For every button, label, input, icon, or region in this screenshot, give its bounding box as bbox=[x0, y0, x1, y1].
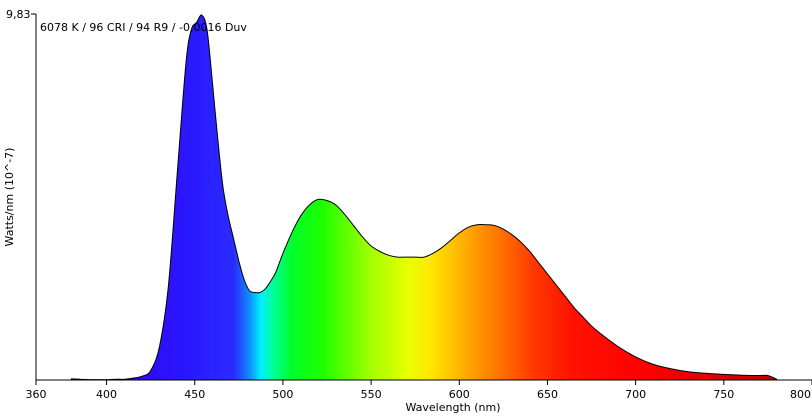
x-tick-label-750: 750 bbox=[713, 388, 734, 401]
x-tick-label-500: 500 bbox=[272, 388, 293, 401]
spectrum-area bbox=[70, 14, 778, 381]
x-tick-label-700: 700 bbox=[625, 388, 646, 401]
chart-annotation: 6078 K / 96 CRI / 94 R9 / -0,0016 Duv bbox=[40, 21, 247, 34]
x-tick-label-450: 450 bbox=[184, 388, 205, 401]
x-tick-label-600: 600 bbox=[449, 388, 470, 401]
x-tick-label-800: 800 bbox=[790, 388, 811, 401]
x-tick-label-650: 650 bbox=[537, 388, 558, 401]
y-axis-title: Watts/nm (10^-7) bbox=[3, 148, 16, 247]
x-tick-label-360: 360 bbox=[26, 388, 47, 401]
x-axis-ticks: 360 400 450 500 550 600 650 700 750 800 bbox=[26, 380, 812, 401]
x-tick-label-400: 400 bbox=[96, 388, 117, 401]
y-max-tick-label: 9,83 bbox=[6, 8, 31, 21]
x-axis-title: Wavelength (nm) bbox=[405, 401, 500, 414]
x-tick-label-550: 550 bbox=[361, 388, 382, 401]
